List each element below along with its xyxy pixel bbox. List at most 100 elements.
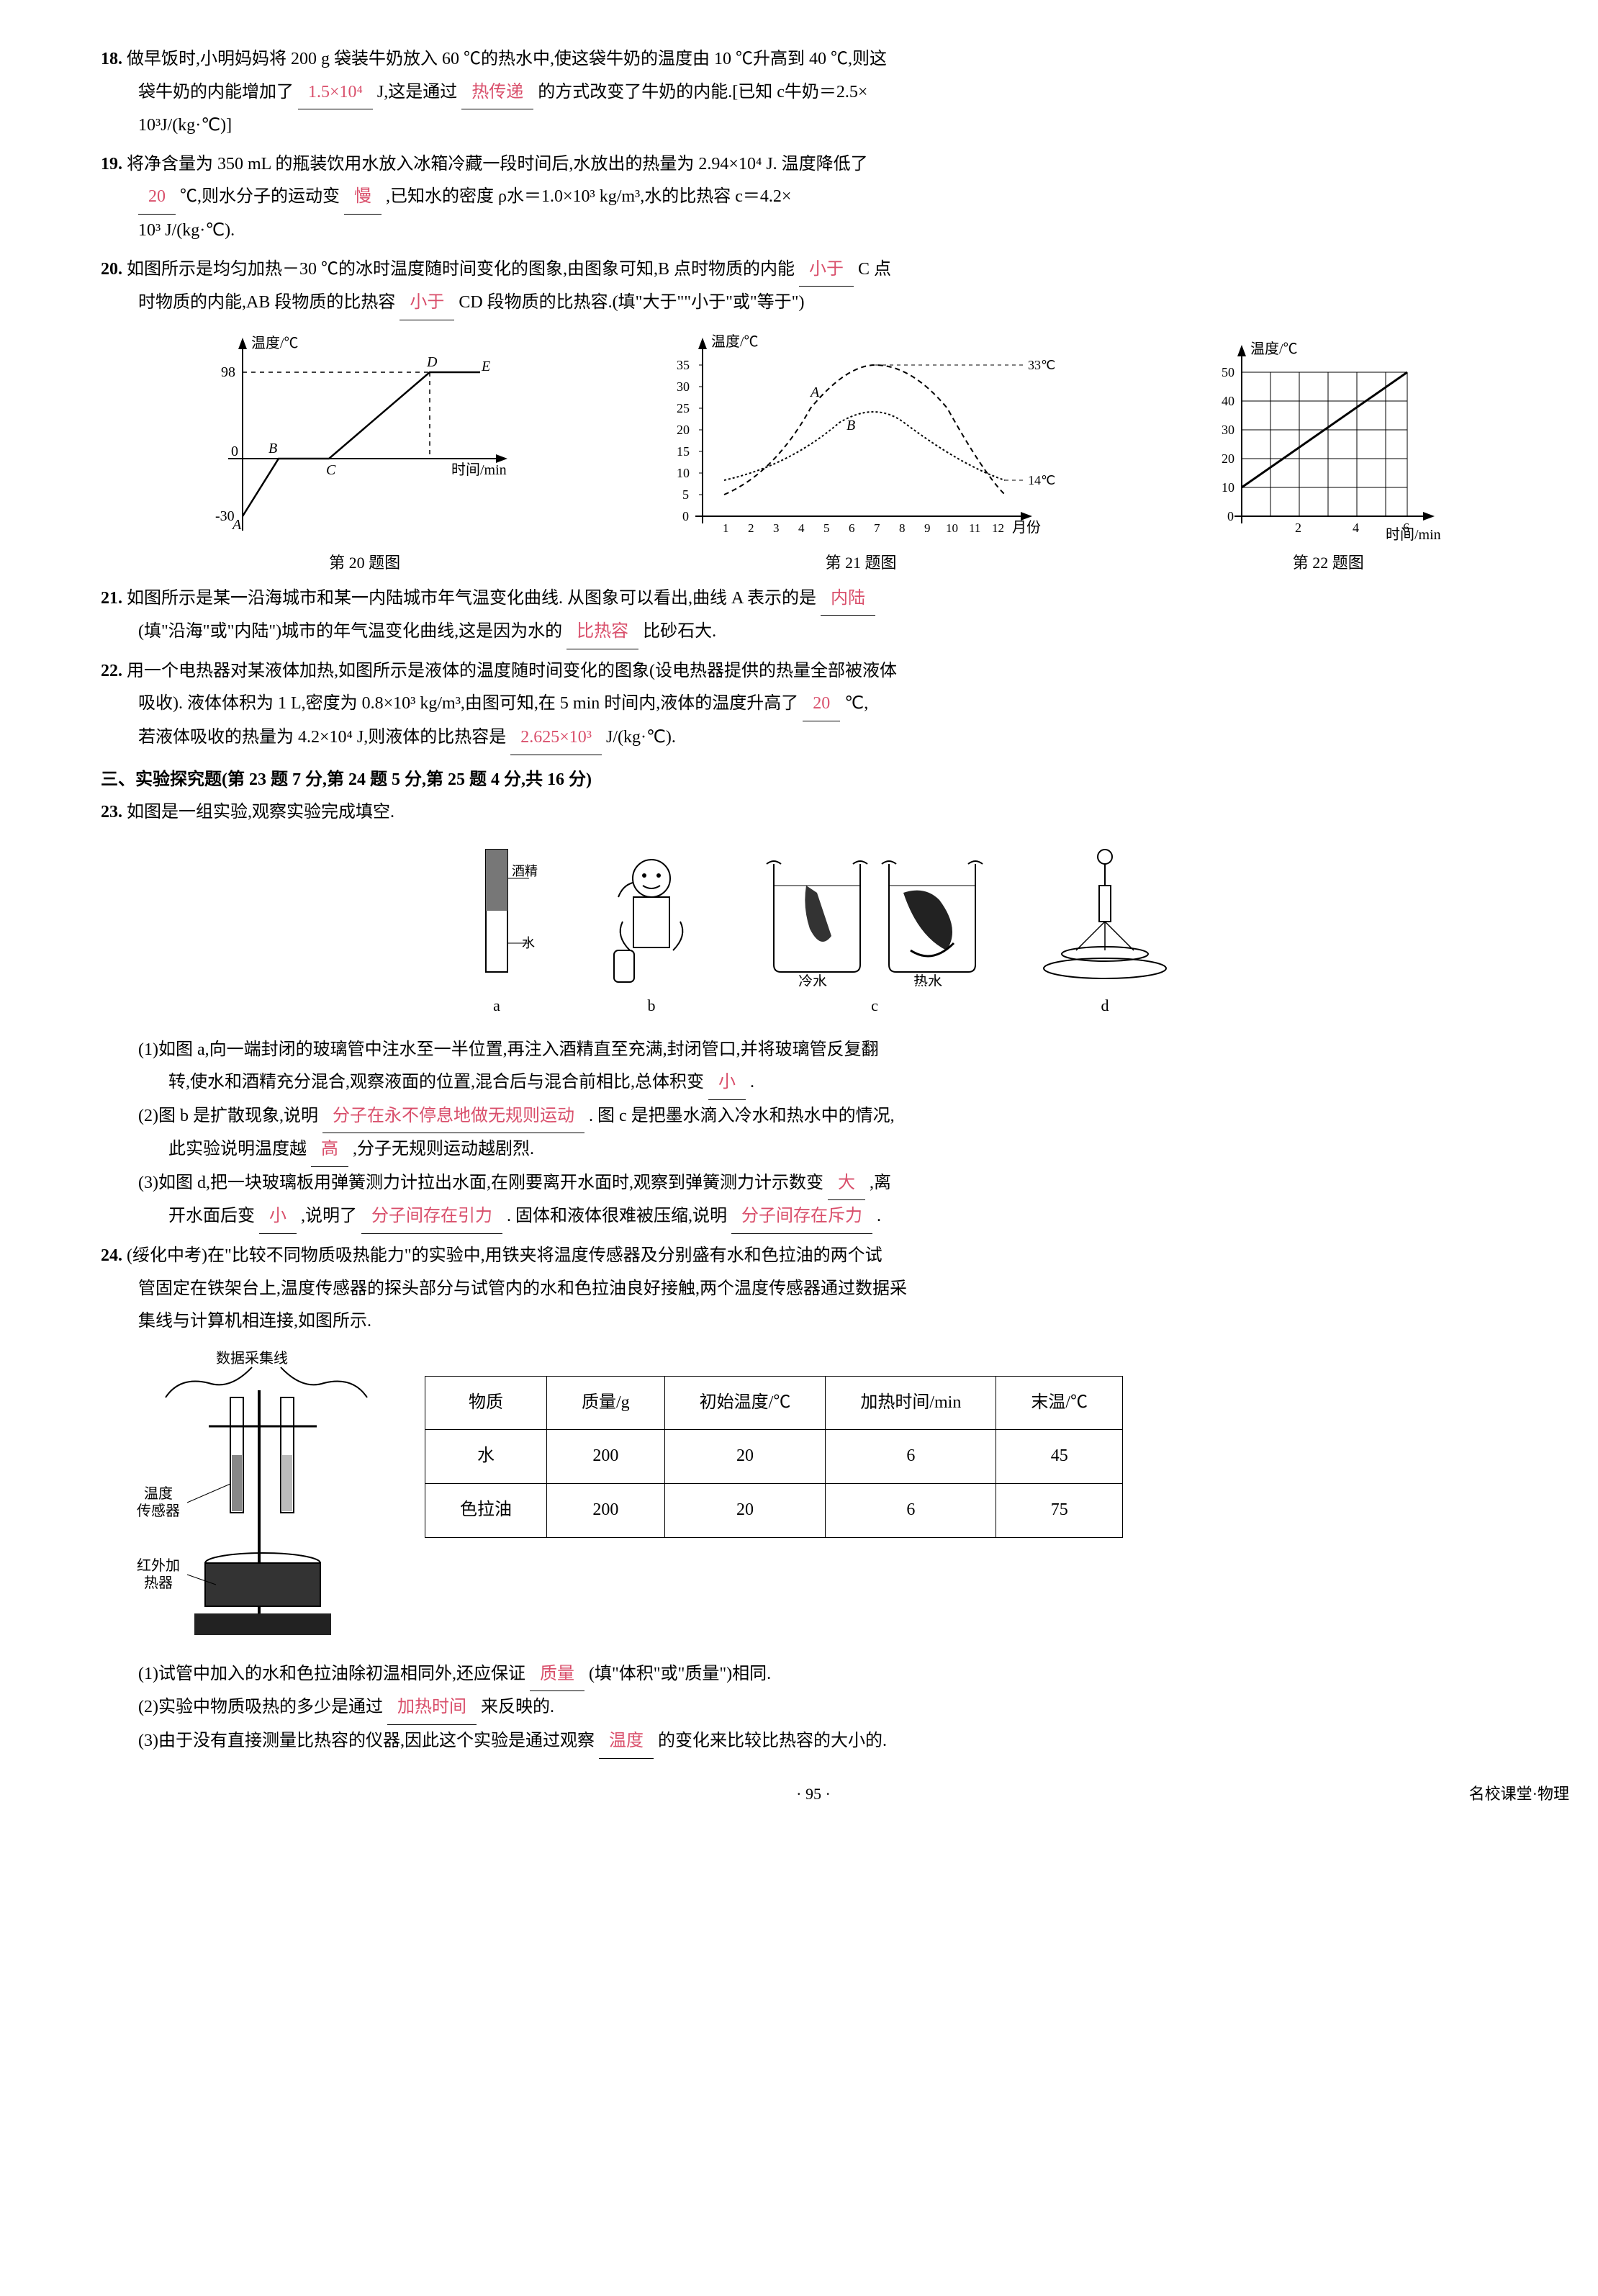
q23-p3d: ,说明了 (301, 1207, 357, 1225)
q21-t2: (填"沿海"或"内陆")城市的年气温变化曲线,这是因为水的 (138, 622, 562, 641)
question-18: 18. 做早饭时,小明妈妈将 200 g 袋装牛奶放入 60 ℃的热水中,使这袋… (101, 43, 1526, 143)
q19-line3: 10³ J/(kg·℃). (101, 215, 1526, 248)
q23-p2a: (2)图 b 是扩散现象,说明 (138, 1107, 318, 1125)
q24-p1b: (填"体积"或"质量")相同. (589, 1665, 771, 1683)
q23-p1c: . (750, 1073, 754, 1091)
q19-ans2: 慢 (344, 181, 382, 215)
q22-t5: J/(kg·℃). (606, 728, 676, 747)
q20-ans2: 小于 (400, 287, 454, 320)
q24-t3: 集线与计算机相连接,如图所示. (101, 1305, 1526, 1338)
svg-text:12: 12 (992, 521, 1004, 535)
svg-text:6: 6 (1403, 521, 1409, 535)
svg-text:10: 10 (677, 466, 690, 480)
svg-text:0: 0 (231, 444, 238, 459)
q22-t4: 若液体吸收的热量为 4.2×10⁴ J,则液体的比热容是 (138, 728, 506, 747)
fig20-caption: 第 20 题图 (214, 548, 516, 578)
svg-text:50: 50 (1222, 365, 1234, 379)
chart-20-svg: 温度/℃ 时间/min 98 0 -30 A B C D E (214, 329, 516, 545)
q18-t3: 的方式改变了牛奶的内能.[已知 c牛奶＝2.5× (538, 83, 867, 102)
q23-t1: 如图是一组实验,观察实验完成填空. (127, 803, 394, 821)
exp-a-label: a (450, 991, 543, 1021)
svg-text:B: B (847, 418, 855, 433)
svg-text:20: 20 (1222, 451, 1234, 466)
svg-text:时间/min: 时间/min (451, 462, 507, 478)
question-23: 23. 如图是一组实验,观察实验完成填空. 酒精 水 a (101, 796, 1526, 1234)
q18-line2: 袋牛奶的内能增加了 1.5×10⁴ J,这是通过 热传递 的方式改变了牛奶的内能… (101, 76, 1526, 110)
svg-text:0: 0 (1227, 509, 1234, 523)
svg-text:冷水: 冷水 (798, 973, 827, 986)
question-20: 20. 如图所示是均匀加热－30 ℃的冰时温度随时间变化的图象,由图象可知,B … (101, 253, 1526, 320)
exp-d-label: d (1033, 991, 1177, 1021)
chart-22-svg: 温度/℃ 时间/min 0 10 20 30 40 50 2 4 6 (1206, 336, 1450, 545)
fig21-caption: 第 21 题图 (667, 548, 1055, 578)
svg-text:1: 1 (723, 521, 729, 535)
q20-t2: C 点 (858, 260, 891, 279)
figure-21: 温度/℃ 月份 0 5 10 15 20 25 30 35 1 (667, 329, 1055, 578)
q24-table: 物质 质量/g 初始温度/℃ 加热时间/min 末温/℃ 水 200 20 6 … (425, 1376, 1123, 1538)
q23-ans1: 小 (708, 1066, 746, 1100)
svg-text:14℃: 14℃ (1028, 473, 1055, 487)
q21-num: 21. (101, 589, 122, 608)
q18-num: 18. (101, 50, 122, 68)
q23-p1b-row: 转,使水和酒精充分混合,观察液面的位置,混合后与混合前相比,总体积变 小 . (101, 1066, 1526, 1100)
q23-num: 23. (101, 803, 122, 821)
q23-p3a: (3)如图 d,把一块玻璃板用弹簧测力计拉出水面,在刚要离开水面时,观察到弹簧测… (138, 1174, 823, 1192)
q23-p3e: . 固体和液体很难被压缩,说明 (507, 1207, 727, 1225)
svg-text:E: E (481, 359, 490, 374)
svg-text:A: A (809, 384, 820, 400)
td: 20 (664, 1430, 826, 1484)
svg-text:时间/min: 时间/min (1386, 526, 1441, 543)
q23-p1b: 转,使水和酒精充分混合,观察液面的位置,混合后与混合前相比,总体积变 (168, 1073, 704, 1091)
q19-num: 19. (101, 155, 122, 174)
q24-p2: (2)实验中物质吸热的多少是通过 加热时间 来反映的. (101, 1691, 1526, 1725)
svg-text:4: 4 (1353, 521, 1359, 535)
exp-fig-a: 酒精 水 a (450, 842, 543, 1021)
figure-20: 温度/℃ 时间/min 98 0 -30 A B C D E 第 20 题图 (214, 329, 516, 578)
exp-fig-b: b (587, 842, 716, 1021)
page-footer: · 95 · 名校课堂·物理 (101, 1779, 1526, 1809)
td: 200 (547, 1484, 665, 1538)
q24-p3: (3)由于没有直接测量比热容的仪器,因此这个实验是通过观察 温度 的变化来比较比… (101, 1725, 1526, 1759)
svg-text:25: 25 (677, 401, 690, 415)
q24-ans3: 温度 (599, 1725, 654, 1759)
exp-c-label: c (759, 991, 990, 1021)
q20-line2: 时物质的内能,AB 段物质的比热容 小于 CD 段物质的比热容.(填"大于""小… (101, 287, 1526, 320)
th-3: 加热时间/min (826, 1376, 996, 1430)
q23-ans2: 分子在永不停息地做无规则运动 (322, 1100, 584, 1134)
svg-text:3: 3 (773, 521, 780, 535)
q23-p3f: . (877, 1207, 881, 1225)
th-2: 初始温度/℃ (664, 1376, 826, 1430)
q22-ans1: 20 (803, 688, 840, 721)
svg-text:6: 6 (849, 521, 855, 535)
svg-text:10: 10 (1222, 480, 1234, 495)
q23-p2b: . 图 c 是把墨水滴入冷水和热水中的情况, (589, 1107, 895, 1125)
q20-ans1: 小于 (799, 253, 854, 287)
svg-text:30: 30 (1222, 423, 1234, 437)
exp-fig-d: d (1033, 842, 1177, 1021)
q24-t2: 管固定在铁架台上,温度传感器的探头部分与试管内的水和色拉油良好接触,两个温度传感… (101, 1273, 1526, 1306)
svg-text:11: 11 (969, 521, 980, 535)
svg-text:C: C (326, 462, 336, 478)
svg-text:温度/℃: 温度/℃ (711, 333, 759, 350)
q18-t1: 做早饭时,小明妈妈将 200 g 袋装牛奶放入 60 ℃的热水中,使这袋牛奶的温… (127, 50, 887, 68)
q18-line3: 10³J/(kg·℃)] (101, 109, 1526, 143)
q23-ans4: 大 (828, 1167, 865, 1201)
question-19: 19. 将净含量为 350 mL 的瓶装饮用水放入冰箱冷藏一段时间后,水放出的热… (101, 148, 1526, 248)
q21-ans1: 内陆 (821, 582, 875, 616)
q21-ans2: 比热容 (566, 616, 638, 649)
svg-text:温度/℃: 温度/℃ (251, 335, 299, 351)
q23-p3: (3)如图 d,把一块玻璃板用弹簧测力计拉出水面,在刚要离开水面时,观察到弹簧测… (101, 1167, 1526, 1201)
td: 6 (826, 1430, 996, 1484)
svg-text:7: 7 (874, 521, 880, 535)
q24-num: 24. (101, 1246, 122, 1265)
q19-ans1: 20 (138, 181, 176, 215)
svg-text:月份: 月份 (1012, 519, 1041, 536)
svg-text:温度/℃: 温度/℃ (1250, 341, 1298, 357)
svg-text:35: 35 (677, 358, 690, 372)
q24-p1a: (1)试管中加入的水和色拉油除初温相同外,还应保证 (138, 1665, 525, 1683)
svg-text:20: 20 (677, 423, 690, 437)
q23-ans6: 分子间存在引力 (361, 1200, 502, 1234)
svg-text:5: 5 (823, 521, 830, 535)
q21-t1: 如图所示是某一沿海城市和某一内陆城市年气温变化曲线. 从图象可以看出,曲线 A … (127, 589, 816, 608)
question-24: 24. (绥化中考)在"比较不同物质吸热能力"的实验中,用铁夹将温度传感器及分别… (101, 1240, 1526, 1759)
